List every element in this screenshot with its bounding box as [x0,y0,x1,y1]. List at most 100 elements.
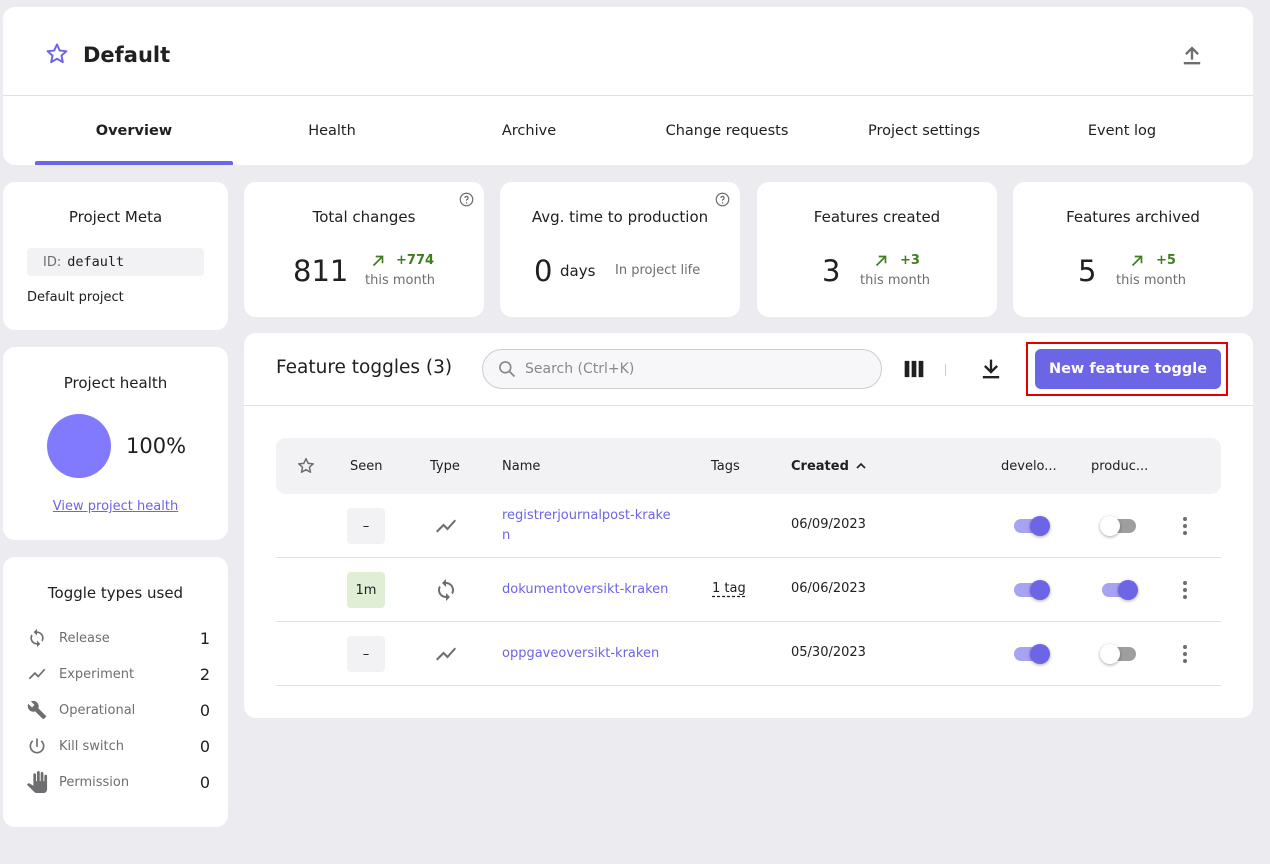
help-icon[interactable] [459,192,474,207]
stat-total-changes: Total changes 811 +774 this month [244,182,484,317]
feature-name-link[interactable]: oppgaveoversikt-kraken [502,646,660,661]
stat-note: In project life [615,263,701,278]
search-input[interactable] [525,361,855,377]
stat-delta: +3 [900,253,920,268]
release-icon [434,578,458,602]
seen-badge: – [347,508,385,544]
tab-change-requests[interactable]: Change requests [665,122,789,139]
toggle-type-release: Release 1 [25,626,210,650]
column-header-tags[interactable]: Tags [711,458,740,474]
header-divider [3,95,1253,96]
feature-name-link[interactable]: registrerjournalpost-krake n [502,506,671,546]
view-project-health-link[interactable]: View project health [52,499,179,514]
project-id-box: ID: default [27,248,204,276]
production-toggle[interactable] [1100,642,1138,666]
toggle-type-name: Experiment [59,666,135,682]
toggle-type-permission: Permission 0 [25,770,210,794]
project-id-label: ID: [43,254,62,270]
toggle-types-title: Toggle types used [47,584,184,602]
column-header-created[interactable]: Created [791,438,869,494]
stat-value: 811 [293,254,349,288]
stat-features-archived: Features archived 5 +5 this month [1013,182,1253,317]
tab-event-log[interactable]: Event log [1087,122,1157,139]
toggle-type-count: 2 [199,664,210,684]
tab-archive[interactable]: Archive [501,122,557,139]
trend-up-arrow-icon [1131,255,1143,267]
stat-features-created: Features created 3 +3 this month [757,182,997,317]
power-icon [25,734,49,758]
toggle-type-name: Release [59,630,110,646]
new-feature-toggle-button[interactable]: New feature toggle [1035,349,1221,389]
stat-avg-time-to-production: Avg. time to production 0 days In projec… [500,182,740,317]
stat-value: 3 [822,254,841,288]
stat-value: 5 [1078,254,1097,288]
favorite-star-icon[interactable] [44,41,70,67]
project-description: Default project [27,290,124,305]
row-actions-menu-icon[interactable] [1173,642,1197,666]
development-toggle[interactable] [1014,642,1050,666]
release-icon [25,626,49,650]
created-date: 06/09/2023 [791,517,866,532]
project-id-value: default [67,254,125,270]
toggle-type-count: 0 [199,736,210,756]
development-toggle[interactable] [1014,514,1050,538]
tab-overview[interactable]: Overview [95,122,173,139]
toggle-type-name: Permission [59,774,130,790]
feature-name-link[interactable]: dokumentoversikt-kraken [502,582,669,597]
toggle-type-name: Operational [59,702,136,718]
created-date: 06/06/2023 [791,581,866,596]
favorite-column-header[interactable] [296,438,316,494]
new-feature-toggle-highlight [1026,342,1228,396]
stat-title: Avg. time to production [531,208,709,226]
development-toggle[interactable] [1014,578,1050,602]
stat-title: Features archived [1066,208,1200,226]
health-indicator-circle [47,414,111,478]
table-row[interactable]: – registrerjournalpost-krake n 06/09/202… [276,494,1221,558]
feature-name-line: registrerjournalpost-krake [502,508,671,523]
production-toggle[interactable] [1100,514,1138,538]
feature-name-line: n [502,528,511,543]
column-header-production[interactable]: produc... [1091,458,1149,474]
search-box [482,349,882,389]
trend-up-arrow-icon [372,255,384,267]
row-actions-menu-icon[interactable] [1173,514,1197,538]
production-toggle[interactable] [1102,578,1138,602]
star-icon [298,457,314,473]
tab-project-settings[interactable]: Project settings [867,122,981,139]
feature-toggles-title: Feature toggles (3) [276,357,453,378]
toggle-type-count: 0 [199,700,210,720]
project-meta-title: Project Meta [68,208,163,226]
column-header-name[interactable]: Name [502,458,541,474]
table-row[interactable]: 1m dokumentoversikt-kraken 1 tag 06/06/2… [276,558,1221,622]
page-title: Default [83,43,171,67]
column-header-development[interactable]: develo... [1001,458,1057,474]
experiment-icon [25,662,49,686]
toolbar-divider [945,364,946,376]
import-upload-icon[interactable] [1178,41,1206,69]
toggle-types-card: Toggle types used Release 1 Experiment 2… [3,557,228,827]
stat-period: this month [1116,273,1187,288]
toggle-type-name: Kill switch [59,738,124,754]
help-icon[interactable] [715,192,730,207]
trend-up-arrow-icon [875,255,887,267]
stat-value: 0 [534,254,553,288]
created-date: 05/30/2023 [791,645,866,660]
project-health-title: Project health [63,374,168,392]
table-row[interactable]: – oppgaveoversikt-kraken 05/30/2023 [276,622,1221,686]
stat-title: Total changes [312,208,416,226]
tab-health[interactable]: Health [308,122,356,139]
project-meta-card: Project Meta ID: default Default project [3,182,228,330]
toggle-type-count: 0 [199,772,210,792]
feature-toggles-divider [244,405,1253,406]
columns-icon[interactable] [900,355,928,383]
column-header-seen[interactable]: Seen [350,458,383,474]
row-actions-menu-icon[interactable] [1173,578,1197,602]
toggle-type-operational: Operational 0 [25,698,210,722]
tags-count[interactable]: 1 tag [712,581,746,596]
stat-delta: +5 [1156,253,1176,268]
download-icon[interactable] [977,355,1005,383]
wrench-icon [25,698,49,722]
stat-period: this month [860,273,931,288]
seen-badge: – [347,636,385,672]
column-header-type[interactable]: Type [430,458,460,474]
